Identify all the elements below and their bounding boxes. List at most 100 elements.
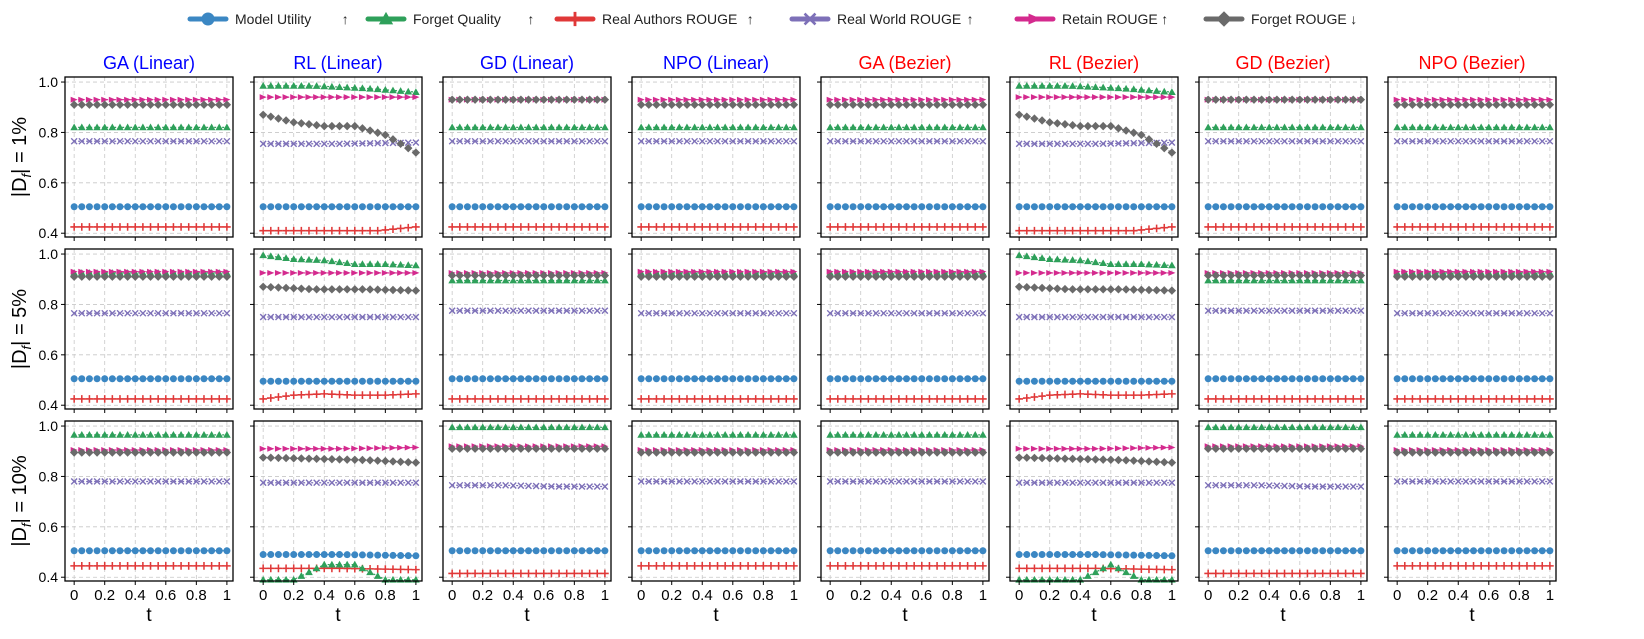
data-point-retain bbox=[1030, 445, 1038, 452]
data-point-forget_quality bbox=[1204, 423, 1213, 431]
data-point-model_utility bbox=[471, 375, 479, 383]
data-point-forget_quality bbox=[509, 423, 518, 431]
data-point-model_utility bbox=[660, 203, 668, 211]
data-point-real_authors bbox=[1423, 395, 1432, 403]
data-point-retain bbox=[706, 96, 714, 103]
data-point-real_authors bbox=[1061, 564, 1069, 573]
data-point-real_world bbox=[979, 309, 987, 317]
data-point-retain bbox=[282, 445, 290, 452]
data-point-forget_rouge bbox=[713, 448, 722, 457]
data-point-real_authors bbox=[971, 395, 980, 403]
data-point-real_world bbox=[320, 140, 328, 148]
data-point-real_world bbox=[601, 137, 609, 145]
data-point-real_world bbox=[578, 483, 586, 490]
data-point-model_utility bbox=[1160, 203, 1168, 211]
data-point-forget_rouge bbox=[1226, 444, 1236, 453]
data-point-forget_rouge bbox=[1121, 456, 1131, 465]
data-point-real_authors bbox=[517, 223, 525, 231]
data-point-real_world bbox=[494, 137, 502, 145]
data-point-model_utility bbox=[637, 203, 645, 211]
x-tick-label: 0.8 bbox=[375, 587, 396, 604]
data-point-model_utility bbox=[872, 547, 880, 555]
data-point-forget_rouge bbox=[1408, 448, 1417, 457]
data-point-model_utility bbox=[895, 375, 903, 383]
data-point-forget_quality bbox=[706, 431, 714, 438]
data-point-forget_rouge bbox=[1106, 285, 1115, 294]
data-point-real_world bbox=[1242, 307, 1250, 315]
data-point-real_authors bbox=[601, 223, 609, 231]
data-point-retain bbox=[948, 96, 956, 103]
data-point-real_authors bbox=[1022, 394, 1031, 402]
data-point-real_authors bbox=[759, 223, 768, 231]
series-model_utility bbox=[259, 203, 420, 211]
data-point-forget_rouge bbox=[659, 448, 669, 457]
data-point-forget_rouge bbox=[766, 272, 776, 281]
data-point-real_authors bbox=[1484, 395, 1493, 403]
data-point-forget_quality bbox=[404, 261, 413, 268]
data-point-forget_quality bbox=[1288, 423, 1297, 431]
data-point-model_utility bbox=[910, 203, 918, 211]
data-point-forget_rouge bbox=[1053, 284, 1062, 293]
data-point-forget_rouge bbox=[266, 112, 275, 121]
x-tick-label: 1 bbox=[979, 587, 987, 604]
data-point-model_utility bbox=[586, 375, 594, 383]
data-point-model_utility bbox=[903, 375, 911, 383]
data-point-forget_rouge bbox=[1446, 100, 1455, 109]
data-point-forget_rouge bbox=[1499, 100, 1509, 109]
data-point-forget_quality bbox=[721, 431, 730, 438]
data-point-real_world bbox=[782, 137, 790, 145]
data-point-forget_quality bbox=[683, 431, 691, 438]
data-point-forget_quality bbox=[744, 431, 752, 438]
data-point-retain bbox=[668, 96, 676, 103]
data-point-model_utility bbox=[1288, 547, 1296, 555]
data-point-forget_quality bbox=[1257, 276, 1266, 284]
data-point-retain bbox=[290, 94, 298, 101]
data-point-real_authors bbox=[77, 223, 86, 231]
data-point-real_authors bbox=[833, 395, 842, 403]
data-point-model_utility bbox=[343, 377, 351, 385]
x-axis-label: t bbox=[902, 605, 908, 626]
data-point-model_utility bbox=[1401, 547, 1409, 555]
data-point-forget_quality bbox=[1219, 423, 1228, 431]
data-point-forget_rouge bbox=[1045, 454, 1054, 463]
data-point-model_utility bbox=[826, 375, 834, 383]
data-point-model_utility bbox=[1303, 375, 1311, 383]
data-point-real_authors bbox=[161, 395, 170, 403]
data-point-model_utility bbox=[887, 203, 895, 211]
data-point-model_utility bbox=[1349, 547, 1357, 555]
data-point-real_world bbox=[1130, 479, 1138, 487]
data-point-forget_rouge bbox=[258, 110, 268, 119]
series-model_utility bbox=[70, 375, 231, 383]
column-title: RL (Linear) bbox=[293, 53, 382, 73]
data-point-real_authors bbox=[100, 395, 109, 403]
data-point-retain bbox=[1485, 268, 1493, 275]
data-point-forget_rouge bbox=[1545, 272, 1555, 281]
data-point-forget_rouge bbox=[751, 272, 760, 281]
data-point-model_utility bbox=[1250, 203, 1258, 211]
data-point-model_utility bbox=[78, 547, 86, 555]
data-point-real_authors bbox=[1257, 569, 1266, 578]
data-point-forget_quality bbox=[652, 123, 661, 131]
data-point-forget_quality bbox=[532, 276, 541, 284]
data-point-retain bbox=[1023, 445, 1031, 452]
data-point-forget_rouge bbox=[1265, 95, 1274, 104]
data-point-real_world bbox=[1273, 137, 1281, 145]
data-point-real_authors bbox=[1160, 223, 1169, 232]
data-point-retain bbox=[698, 96, 706, 103]
data-point-real_world bbox=[404, 139, 412, 147]
data-point-real_authors bbox=[494, 223, 502, 231]
data-point-retain bbox=[864, 268, 872, 275]
data-point-retain bbox=[759, 268, 767, 275]
data-point-forget_quality bbox=[1423, 431, 1432, 438]
series-real_world bbox=[637, 309, 798, 317]
data-point-retain bbox=[1030, 269, 1038, 276]
data-point-model_utility bbox=[1023, 551, 1031, 559]
data-point-real_authors bbox=[1523, 395, 1531, 403]
data-point-retain bbox=[691, 96, 699, 103]
data-point-real_world bbox=[918, 309, 926, 317]
data-point-model_utility bbox=[1500, 203, 1508, 211]
data-point-retain bbox=[169, 96, 177, 103]
data-point-forget_rouge bbox=[917, 448, 926, 457]
data-point-real_world bbox=[570, 307, 578, 315]
data-point-real_world bbox=[1326, 137, 1334, 145]
